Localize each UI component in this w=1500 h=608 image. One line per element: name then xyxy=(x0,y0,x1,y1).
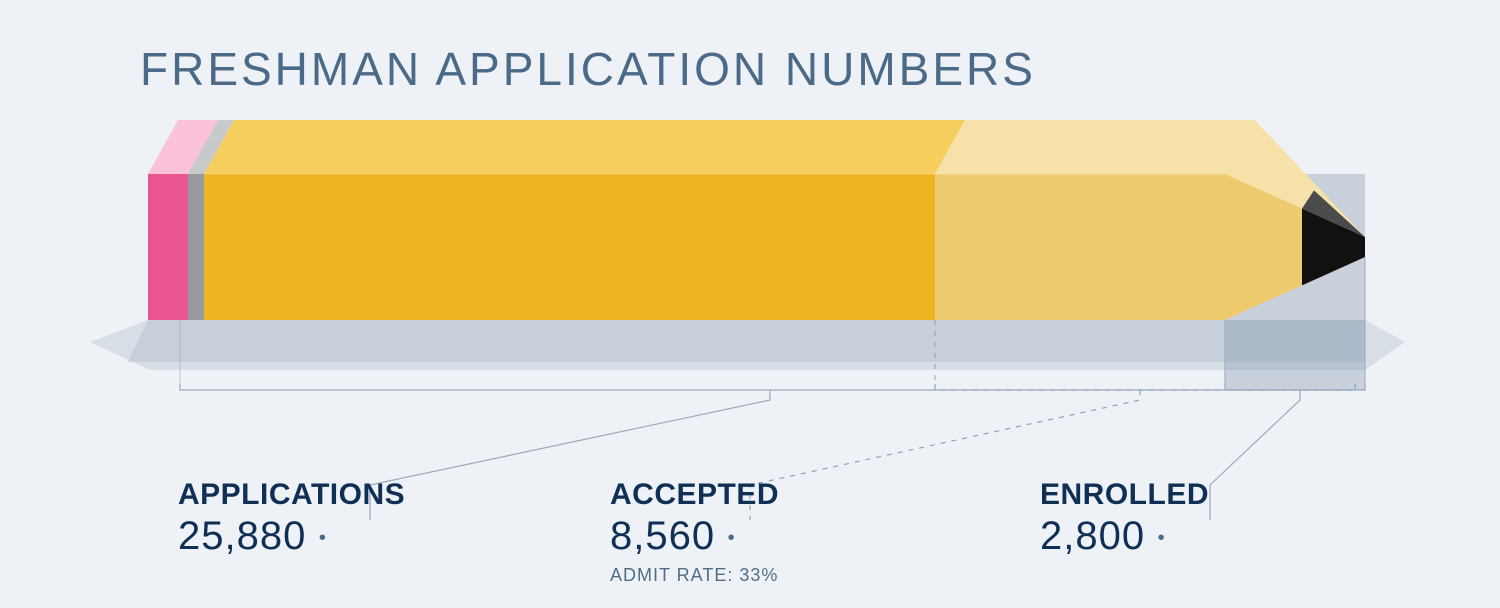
stat-accepted-label: ACCEPTED xyxy=(610,478,779,512)
stat-enrolled: ENROLLED 2,800 xyxy=(1040,478,1209,559)
stat-applications-value: 25,880 xyxy=(178,514,405,559)
stat-applications-label: APPLICATIONS xyxy=(178,478,405,512)
stat-applications: APPLICATIONS 25,880 xyxy=(178,478,405,559)
stat-accepted-value: 8,560 xyxy=(610,514,779,559)
stats-layer: APPLICATIONS 25,880 ACCEPTED 8,560 ADMIT… xyxy=(0,0,1500,608)
stat-accepted: ACCEPTED 8,560 ADMIT RATE: 33% xyxy=(610,478,779,586)
stat-enrolled-label: ENROLLED xyxy=(1040,478,1209,512)
stat-accepted-sub: ADMIT RATE: 33% xyxy=(610,565,779,586)
stat-enrolled-value: 2,800 xyxy=(1040,514,1209,559)
